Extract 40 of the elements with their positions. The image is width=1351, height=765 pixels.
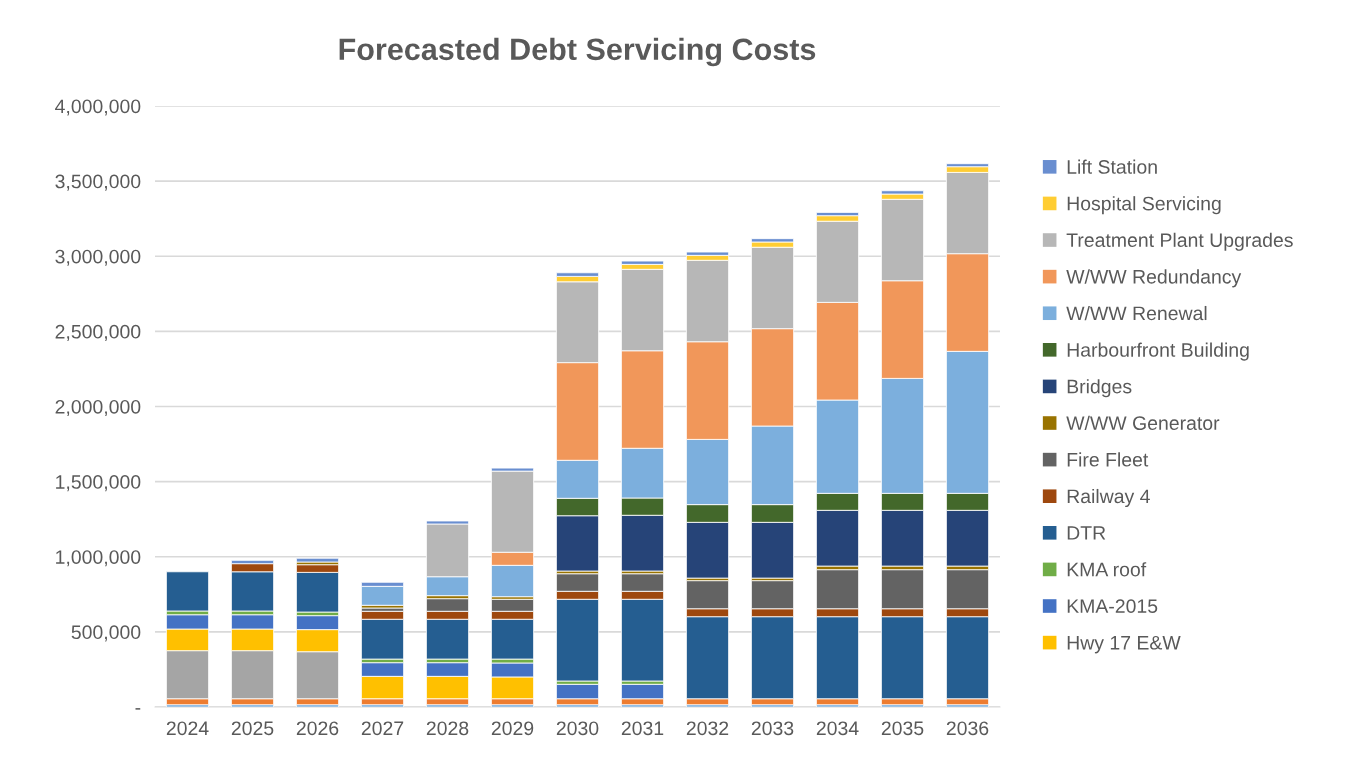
legend-label: KMA-2015 <box>1067 599 1158 614</box>
x-tick-label: 2025 <box>231 721 274 736</box>
legend-label: KMA roof <box>1067 562 1147 577</box>
x-tick-label: 2035 <box>881 721 924 736</box>
bar <box>360 585 405 606</box>
bar <box>165 571 210 612</box>
legend-label: Lift Station <box>1067 159 1157 174</box>
legend-label: Railway 4 <box>1067 488 1150 508</box>
y-tick-label: 2,000,000 <box>55 399 141 417</box>
x-tick-label: 2036 <box>946 721 989 736</box>
x-tick-label: 2034 <box>816 721 859 736</box>
y-tick-label: 1,000,000 <box>56 550 141 567</box>
legend-label: Harbourfront Building <box>1067 342 1249 361</box>
legend-label: W/WW Renewal <box>1066 305 1207 321</box>
legend-label: Hwy 17 E&W <box>1067 635 1181 654</box>
chart-title: Forecasted Debt Servicing Costs <box>339 37 816 67</box>
legend-label: Bridges <box>1067 379 1132 398</box>
legend-label: DTR <box>1067 526 1106 540</box>
y-tick-label: 500,000 <box>71 625 141 642</box>
y-tick-label: 4,000,000 <box>55 99 141 116</box>
legend-label: Treatment Plant Upgrades <box>1066 232 1293 251</box>
legend-label: W/WW Redundancy <box>1066 269 1242 288</box>
x-tick-label: 2032 <box>686 721 729 736</box>
x-tick-label: 2030 <box>556 721 599 736</box>
x-tick-label: 2026 <box>296 721 339 736</box>
x-tick-label: 2027 <box>361 721 404 736</box>
bar <box>295 557 340 563</box>
legend-label: Hospital Servicing <box>1067 196 1221 215</box>
y-tick-label: 1,500,000 <box>56 475 141 492</box>
x-tick-label: 2033 <box>751 721 794 736</box>
legend-label: W/WW Generator <box>1066 415 1220 431</box>
legend-label: Fire Fleet <box>1067 452 1149 467</box>
x-tick-label: 2028 <box>426 721 469 736</box>
x-tick-label: 2029 <box>491 721 534 736</box>
y-tick-label: 3,000,000 <box>55 249 141 266</box>
y-tick-label: 3,500,000 <box>55 174 141 191</box>
x-tick-label: 2031 <box>621 721 664 736</box>
y-tick-label: - <box>135 708 141 710</box>
y-tick-label: 2,500,000 <box>55 324 141 341</box>
x-tick-label: 2024 <box>166 721 209 736</box>
